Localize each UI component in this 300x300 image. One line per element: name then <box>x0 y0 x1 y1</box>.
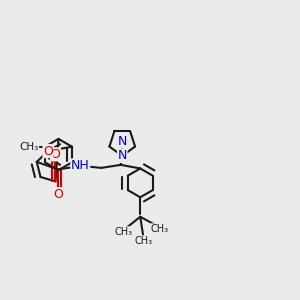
Text: O: O <box>53 188 63 201</box>
Text: N: N <box>118 149 127 162</box>
Text: CH₃: CH₃ <box>115 227 133 237</box>
Text: CH₃: CH₃ <box>151 224 169 234</box>
Text: N: N <box>118 135 127 148</box>
Text: NH: NH <box>71 159 90 172</box>
Text: O: O <box>43 145 53 158</box>
Text: CH₃: CH₃ <box>20 142 39 152</box>
Text: CH₃: CH₃ <box>134 236 152 246</box>
Text: O: O <box>51 148 60 161</box>
